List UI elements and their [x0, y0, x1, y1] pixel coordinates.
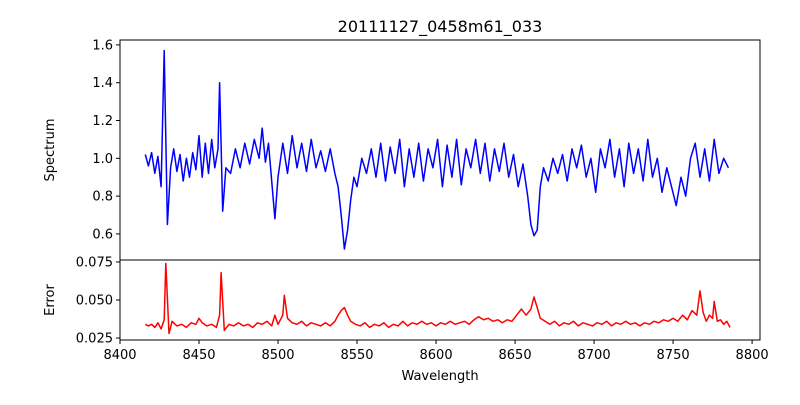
bottom-y-axis-label: Error [43, 284, 58, 316]
x-tick-label: 8450 [182, 348, 215, 363]
x-tick-label: 8550 [340, 348, 373, 363]
y-tick-label: 1.2 [92, 114, 113, 129]
x-tick-label: 8750 [657, 348, 690, 363]
x-tick-label: 8500 [261, 348, 294, 363]
chart-title: 20111127_0458m61_033 [338, 17, 543, 37]
x-tick-label: 8400 [103, 348, 136, 363]
y-tick-label: 0.025 [76, 332, 113, 347]
spectrum-axes: 0.6 0.8 1.0 1.2 1.4 1.6 [92, 38, 761, 261]
x-tick-label: 8800 [736, 348, 769, 363]
y-tick-label: 1.4 [92, 76, 113, 91]
x-tick-label: 8600 [420, 348, 453, 363]
y-tick-label: 0.8 [92, 190, 113, 205]
x-axis-label: Wavelength [401, 369, 478, 384]
error-axes: 0.025 0.050 0.075 8400 8450 8500 8550 8600 8650 8… [76, 255, 769, 363]
top-y-axis-label: Spectrum [43, 119, 58, 182]
y-tick-label: 1.6 [92, 38, 113, 53]
x-tick-label: 8700 [578, 348, 611, 363]
y-tick-label: 0.075 [76, 255, 113, 270]
axes-frame [119, 39, 761, 261]
y-tick-label: 1.0 [92, 152, 113, 167]
y-tick-label: 0.6 [92, 227, 113, 242]
series-line-error [144, 262, 731, 335]
x-tick-label: 8650 [499, 348, 532, 363]
y-tick-label: 0.050 [76, 294, 113, 309]
series-line-spectrum [144, 49, 730, 250]
